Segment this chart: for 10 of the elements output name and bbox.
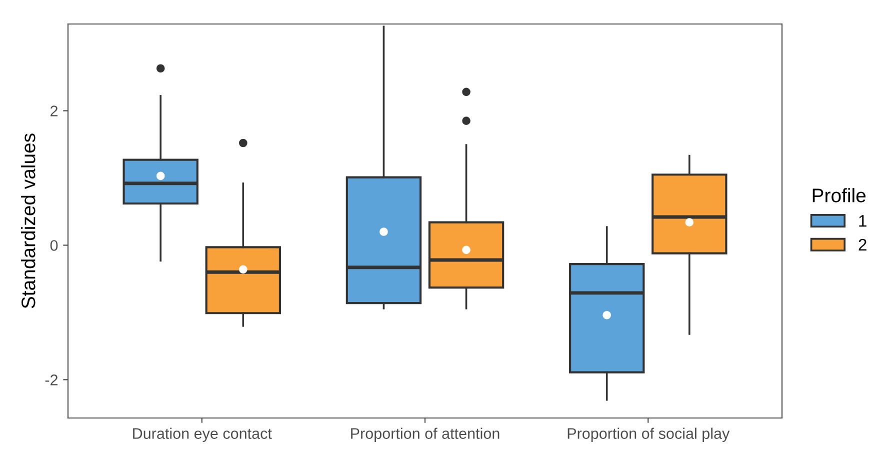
legend-label: 2 <box>858 238 866 250</box>
y-tick-label: 0 <box>50 240 58 251</box>
y-tick-label: 2 <box>50 106 58 116</box>
x-tick-label: Duration eye contact <box>133 428 272 442</box>
legend-title: Profile <box>812 188 866 202</box>
legend-label: 1 <box>859 215 866 227</box>
y-axis-title: Standardized values <box>21 134 36 308</box>
x-tick-label: Proportion of attention <box>351 428 500 442</box>
y-tick-label: -2 <box>45 374 58 386</box>
x-tick-label: Proportion of social play <box>568 428 730 442</box>
